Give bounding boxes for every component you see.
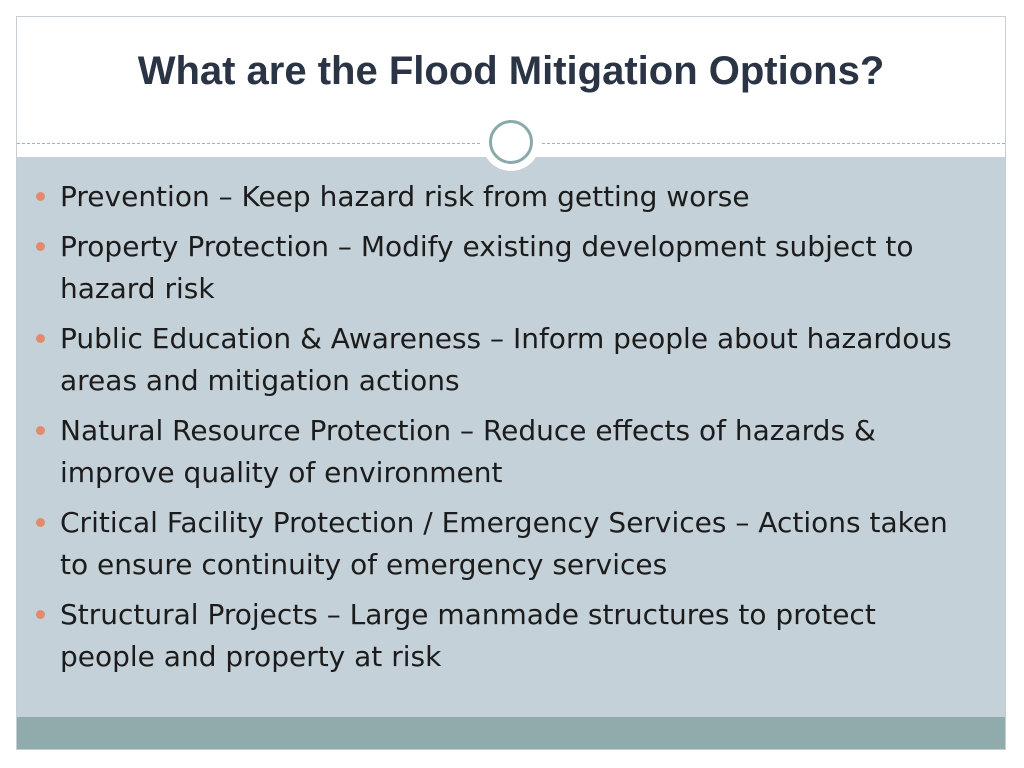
bullet-item: Critical Facility Protection / Emergency… [36,502,966,586]
bullet-item: Prevention – Keep hazard risk from getti… [36,176,966,218]
bullet-item: Structural Projects – Large manmade stru… [36,594,966,678]
bullet-text: Property Protection – Modify existing de… [60,230,914,305]
slide-title: What are the Flood Mitigation Options? [137,49,885,93]
bullet-dot-icon [36,334,45,343]
bullet-item: Property Protection – Modify existing de… [36,226,966,310]
ornament-ring [489,120,533,164]
bullet-text: Structural Projects – Large manmade stru… [60,598,876,673]
bullet-list: Prevention – Keep hazard risk from getti… [36,176,966,686]
bullet-text: Critical Facility Protection / Emergency… [60,506,948,581]
bullet-dot-icon [36,610,45,619]
footer-bar [17,717,1005,749]
bullet-text: Natural Resource Protection – Reduce eff… [60,414,876,489]
slide: What are the Flood Mitigation Options? [16,16,1006,750]
bullet-dot-icon [36,192,45,201]
content-area [17,157,1005,717]
bullet-dot-icon [36,426,45,435]
bullet-item: Public Education & Awareness – Inform pe… [36,318,966,402]
bullet-dot-icon [36,242,45,251]
bullet-dot-icon [36,518,45,527]
bullet-item: Natural Resource Protection – Reduce eff… [36,410,966,494]
bullet-text: Prevention – Keep hazard risk from getti… [60,180,750,213]
bullet-text: Public Education & Awareness – Inform pe… [60,322,952,397]
circle-ornament-icon [482,113,540,171]
